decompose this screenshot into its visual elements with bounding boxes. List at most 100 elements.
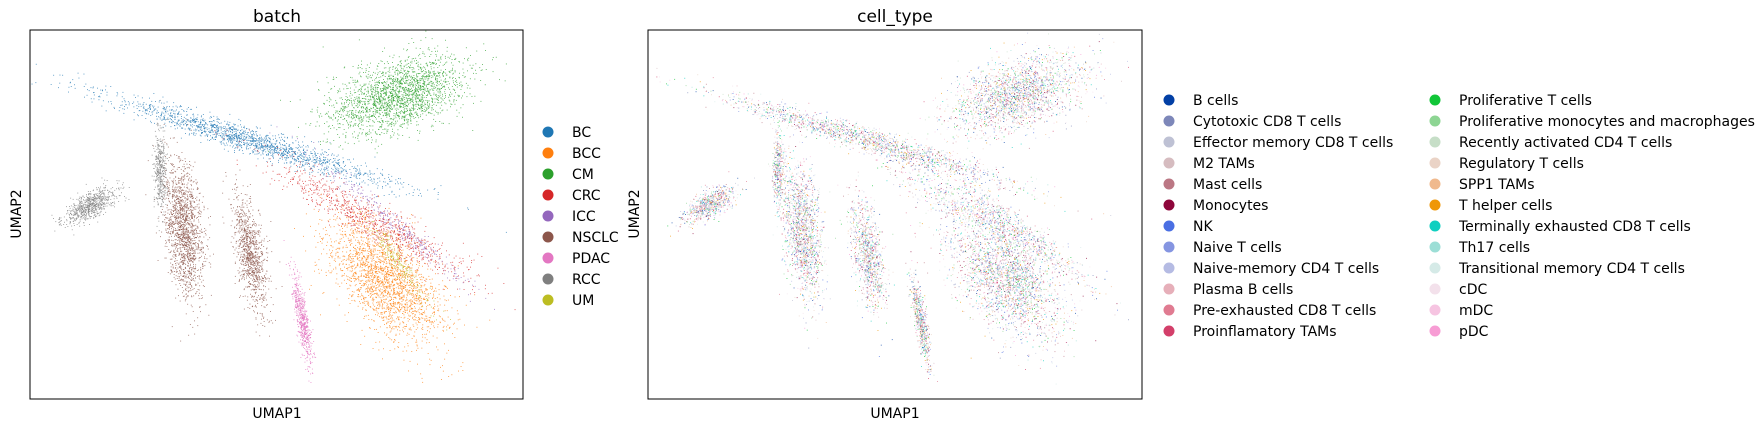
scatter-point <box>361 107 363 109</box>
scatter-point <box>201 124 203 126</box>
scatter-point <box>364 92 365 94</box>
scatter-point <box>386 109 388 111</box>
scatter-point <box>328 101 330 103</box>
scatter-point <box>380 220 382 222</box>
scatter-point <box>123 108 125 110</box>
scatter-point <box>422 240 424 242</box>
scatter-point <box>411 238 412 239</box>
scatter-point <box>312 169 313 171</box>
scatter-point <box>336 189 338 190</box>
scatter-point <box>400 71 402 73</box>
scatter-point <box>250 140 252 142</box>
scatter-point <box>381 61 383 62</box>
scatter-point <box>395 120 396 122</box>
scatter-point <box>227 121 229 123</box>
scatter-point <box>452 278 454 280</box>
scatter-point <box>369 116 371 117</box>
scatter-point <box>227 134 228 136</box>
scatter-point <box>390 93 391 95</box>
scatter-point <box>302 164 304 166</box>
scatter-point <box>352 208 354 210</box>
scatter-point <box>296 171 298 173</box>
scatter-point <box>276 145 277 147</box>
scatter-point <box>286 143 288 144</box>
scatter-point <box>286 157 288 159</box>
scatter-point <box>351 189 353 190</box>
scatter-point <box>190 125 192 127</box>
scatter-point <box>272 156 274 158</box>
scatter-point <box>247 143 249 145</box>
scatter-point <box>261 139 263 141</box>
scatter-point <box>395 84 397 86</box>
scatter-point <box>136 108 138 109</box>
scatter-point <box>427 75 429 77</box>
scatter-point <box>395 100 397 102</box>
scatter-point <box>435 264 437 266</box>
scatter-point <box>387 240 389 242</box>
scatter-point <box>361 133 363 135</box>
scatter-point <box>435 250 436 252</box>
scatter-point <box>361 212 363 214</box>
scatter-point <box>378 97 380 98</box>
scatter-point <box>420 100 422 102</box>
scatter-point <box>53 74 55 76</box>
scatter-point <box>405 95 407 97</box>
scatter-point <box>455 78 456 79</box>
scatter-point <box>399 220 401 222</box>
scatter-point <box>418 85 420 86</box>
scatter-point <box>364 101 366 103</box>
scatter-point <box>381 228 382 230</box>
scatter-point <box>430 94 432 96</box>
scatter-point <box>327 169 329 171</box>
scatter-point <box>327 126 329 128</box>
scatter-point <box>359 101 361 103</box>
scatter-point <box>418 104 419 106</box>
scatter-point <box>411 81 413 83</box>
scatter-point <box>412 245 414 247</box>
scatter-point <box>402 68 404 70</box>
scatter-point <box>399 188 401 190</box>
scatter-point <box>396 104 398 106</box>
scatter-point <box>358 219 360 221</box>
scatter-point <box>416 79 418 81</box>
scatter-point <box>209 121 211 123</box>
scatter-point <box>439 61 441 63</box>
scatter-point <box>121 96 123 98</box>
scatter-point <box>405 110 407 112</box>
scatter-point <box>230 142 232 143</box>
scatter-point <box>419 48 421 49</box>
scatter-point <box>161 115 162 117</box>
scatter-point <box>334 204 335 206</box>
scatter-point <box>336 200 338 202</box>
scatter-point <box>407 98 409 100</box>
scatter-point <box>219 141 221 143</box>
scatter-point <box>325 175 327 177</box>
scatter-point <box>475 63 477 65</box>
scatter-point <box>378 91 379 93</box>
scatter-point <box>280 150 282 152</box>
scatter-point <box>248 137 250 139</box>
scatter-point <box>458 112 460 114</box>
scatter-point <box>280 144 282 146</box>
scatter-point <box>404 117 406 119</box>
scatter-point <box>275 148 277 149</box>
scatter-point <box>220 132 222 134</box>
scatter-point <box>374 220 376 222</box>
scatter-point <box>363 93 365 95</box>
scatter-point <box>398 233 400 235</box>
scatter-point <box>228 127 230 129</box>
scatter-point <box>354 200 356 201</box>
scatter-point <box>396 237 397 239</box>
scatter-point <box>376 97 378 99</box>
scatter-point <box>331 153 333 155</box>
scatter-point <box>446 61 448 63</box>
scatter-point <box>297 152 299 154</box>
scatter-point <box>387 227 389 229</box>
scatter-point <box>452 80 454 82</box>
scatter-point <box>408 88 410 90</box>
scatter-point <box>413 232 415 233</box>
scatter-point <box>326 194 327 196</box>
scatter-point <box>467 208 469 210</box>
scatter-point <box>163 118 165 119</box>
scatter-point <box>224 130 226 132</box>
